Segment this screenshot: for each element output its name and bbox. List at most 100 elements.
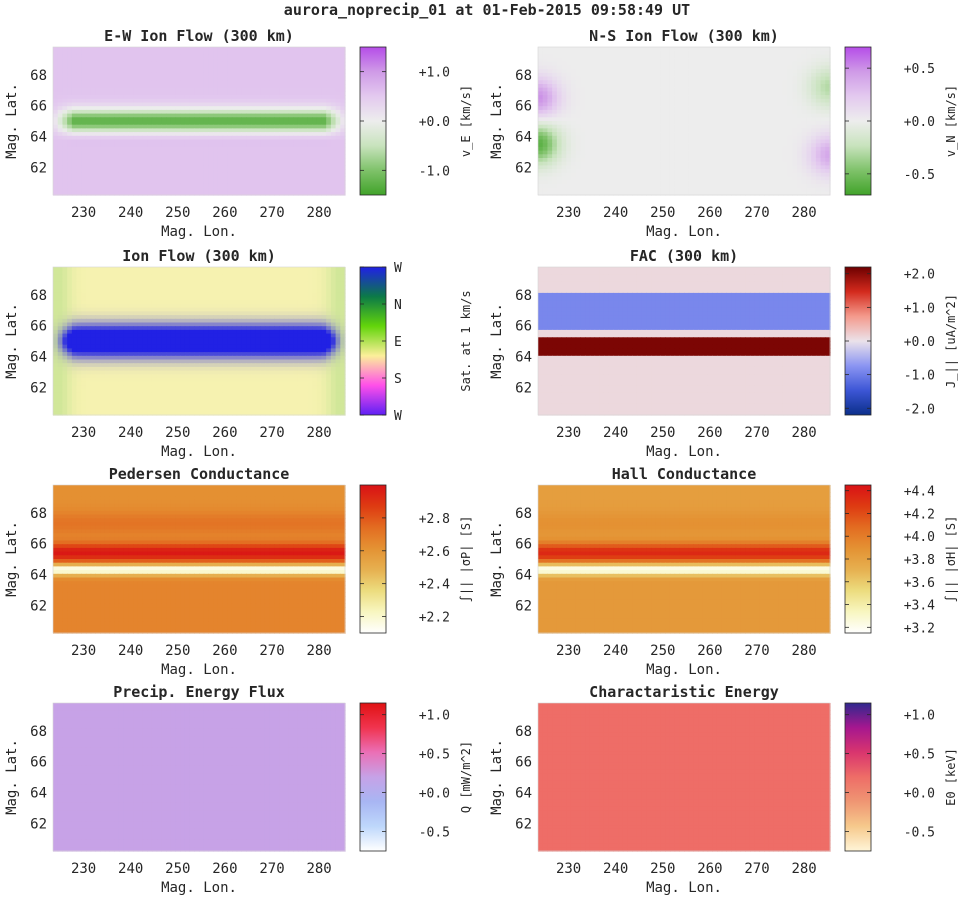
heatmap-cell: [745, 114, 750, 118]
heatmap-cell: [595, 47, 600, 51]
heatmap-cell: [599, 132, 604, 136]
heatmap-cell: [232, 177, 237, 181]
heatmap-cell: [736, 103, 741, 107]
heatmap-cell: [142, 125, 147, 129]
heatmap-cell: [241, 91, 246, 95]
heatmap-cell: [755, 140, 760, 144]
heatmap-cell: [698, 77, 703, 81]
heatmap-cell: [110, 106, 115, 110]
heatmap-cell: [792, 91, 797, 95]
heatmap-cell: [86, 132, 91, 136]
heatmap-cell: [185, 69, 190, 73]
heatmap-cell: [175, 80, 180, 84]
heatmap-cell: [251, 54, 256, 58]
heatmap-cell: [86, 140, 91, 144]
heatmap-cell: [91, 114, 96, 118]
heatmap-cell: [670, 91, 675, 95]
heatmap-cell: [260, 47, 265, 51]
heatmap-cell: [336, 110, 341, 114]
heatmap-cell: [147, 173, 152, 177]
heatmap-cell: [326, 132, 331, 136]
heatmap-cell: [321, 91, 326, 95]
heatmap-cell: [538, 69, 543, 73]
heatmap-cell: [218, 173, 223, 177]
heatmap-cell: [288, 88, 293, 92]
heatmap-cell: [750, 91, 755, 95]
heatmap-cell: [194, 121, 199, 125]
heatmap-cell: [157, 47, 162, 51]
heatmap-cell: [298, 69, 303, 73]
heatmap-cell: [67, 73, 72, 77]
heatmap-cell: [788, 91, 793, 95]
heatmap-cell: [745, 51, 750, 55]
heatmap-cell: [175, 143, 180, 147]
heatmap-cell: [133, 151, 138, 155]
heatmap-cell: [788, 140, 793, 144]
heatmap-cell: [119, 136, 124, 140]
heatmap-cell: [227, 51, 232, 55]
heatmap-cell: [670, 117, 675, 121]
heatmap-cell: [194, 110, 199, 114]
heatmap-cell: [764, 84, 769, 88]
heatmap-cell: [293, 77, 298, 81]
heatmap-cell: [223, 147, 228, 151]
heatmap-cell: [152, 95, 157, 99]
heatmap-cell: [260, 91, 265, 95]
heatmap-cell: [552, 114, 557, 118]
heatmap-cell: [580, 73, 585, 77]
heatmap-cell: [293, 162, 298, 166]
heatmap-cell: [157, 95, 162, 99]
heatmap-cell: [133, 80, 138, 84]
heatmap-cell: [227, 165, 232, 169]
heatmap-cell: [142, 180, 147, 184]
heatmap-cell: [566, 121, 571, 125]
heatmap-cell: [764, 132, 769, 136]
heatmap-cell: [256, 184, 261, 188]
heatmap-cell: [58, 177, 63, 181]
heatmap-cell: [171, 103, 176, 107]
heatmap-cell: [246, 188, 251, 192]
heatmap-cell: [95, 180, 100, 184]
heatmap-cell: [62, 165, 67, 169]
heatmap-cell: [161, 140, 166, 144]
heatmap-cell: [180, 132, 185, 136]
heatmap-cell: [213, 58, 218, 62]
heatmap-cell: [274, 169, 279, 173]
heatmap-cell: [821, 66, 826, 70]
heatmap-cell: [675, 73, 680, 77]
heatmap-cell: [180, 188, 185, 192]
heatmap-cell: [166, 128, 171, 132]
heatmap-cell: [175, 162, 180, 166]
heatmap-cell: [303, 84, 308, 88]
heatmap-cell: [736, 132, 741, 136]
heatmap-cell: [274, 117, 279, 121]
heatmap-cell: [199, 165, 204, 169]
heatmap-cell: [736, 54, 741, 58]
heatmap-cell: [114, 73, 119, 77]
heatmap-cell: [246, 173, 251, 177]
heatmap-cell: [679, 54, 684, 58]
heatmap-cell: [105, 158, 110, 162]
heatmap-cell: [270, 128, 275, 132]
heatmap-cell: [100, 58, 105, 62]
heatmap-cell: [679, 117, 684, 121]
heatmap-cell: [731, 66, 736, 70]
heatmap-cell: [298, 128, 303, 132]
heatmap-cell: [147, 106, 152, 110]
heatmap-cell: [745, 128, 750, 132]
heatmap-cell: [336, 188, 341, 192]
heatmap-cell: [689, 132, 694, 136]
heatmap-cell: [660, 54, 665, 58]
heatmap-cell: [331, 106, 336, 110]
heatmap-cell: [77, 162, 82, 166]
heatmap-cell: [312, 110, 317, 114]
heatmap-cell: [783, 103, 788, 107]
heatmap-cell: [717, 88, 722, 92]
heatmap-cell: [237, 147, 242, 151]
heatmap-cell: [270, 73, 275, 77]
heatmap-cell: [595, 69, 600, 73]
heatmap-cell: [811, 125, 816, 129]
heatmap-cell: [274, 184, 279, 188]
heatmap-cell: [336, 125, 341, 129]
heatmap-cell: [693, 80, 698, 84]
